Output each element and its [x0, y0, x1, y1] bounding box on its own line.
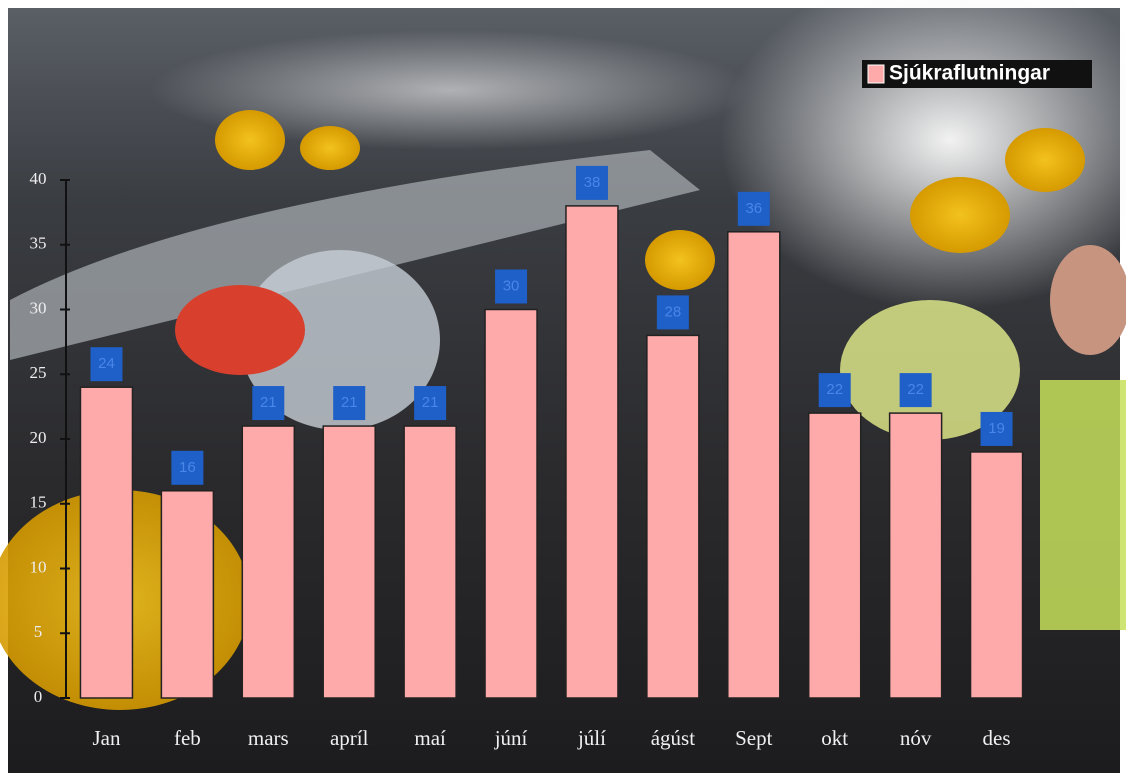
value-label: 21: [341, 394, 358, 411]
value-label: 21: [422, 394, 439, 411]
x-tick-label: Sept: [735, 726, 773, 750]
x-tick-label: apríl: [330, 726, 369, 750]
y-tick-label: 0: [34, 687, 43, 706]
bar: [323, 426, 375, 698]
bar: [485, 310, 537, 699]
value-label: 38: [584, 174, 601, 191]
y-tick-label: 5: [34, 622, 43, 641]
x-tick-label: maí: [414, 726, 446, 750]
value-label: 21: [260, 394, 277, 411]
x-tick-label: Jan: [92, 726, 120, 750]
y-tick-label: 40: [30, 169, 47, 188]
x-tick-label: ágúst: [651, 726, 695, 750]
value-label: 19: [988, 420, 1005, 437]
x-tick-label: mars: [248, 726, 289, 750]
legend-swatch: [868, 65, 884, 83]
bar: [890, 413, 942, 698]
value-label: 36: [745, 200, 762, 217]
value-label: 24: [98, 355, 115, 372]
bar: [971, 452, 1023, 698]
bar: [647, 335, 699, 698]
chart: 0 5 10 15 20 25 30 35 40 Jan 24 feb 16 mars 21 apríl 21 m…: [0, 0, 1126, 775]
x-tick-label: okt: [821, 726, 848, 750]
x-tick-label: des: [983, 726, 1011, 750]
x-tick-label: júlí: [577, 726, 606, 750]
y-tick-label: 20: [30, 428, 47, 447]
value-label: 30: [503, 277, 520, 294]
y-tick-label: 10: [30, 557, 47, 576]
bar: [404, 426, 456, 698]
y-tick-label: 35: [30, 234, 47, 253]
value-label: 22: [826, 381, 843, 398]
x-tick-label: feb: [174, 726, 201, 750]
page: {"chart_data": {"type": "bar", "categori…: [0, 0, 1126, 775]
bar: [566, 206, 618, 698]
x-tick-label: júní: [494, 726, 528, 750]
legend-label: Sjúkraflutningar: [889, 62, 1050, 85]
y-tick-label: 25: [30, 363, 47, 382]
x-tick-label: nóv: [900, 726, 932, 750]
bar: [161, 491, 213, 698]
bar: [728, 232, 780, 698]
value-label: 16: [179, 459, 196, 476]
bar: [809, 413, 861, 698]
value-label: 28: [665, 303, 682, 320]
value-label: 22: [907, 381, 924, 398]
y-tick-label: 30: [30, 298, 47, 317]
y-tick-label: 15: [30, 493, 47, 512]
bar: [242, 426, 294, 698]
bar: [80, 387, 132, 698]
